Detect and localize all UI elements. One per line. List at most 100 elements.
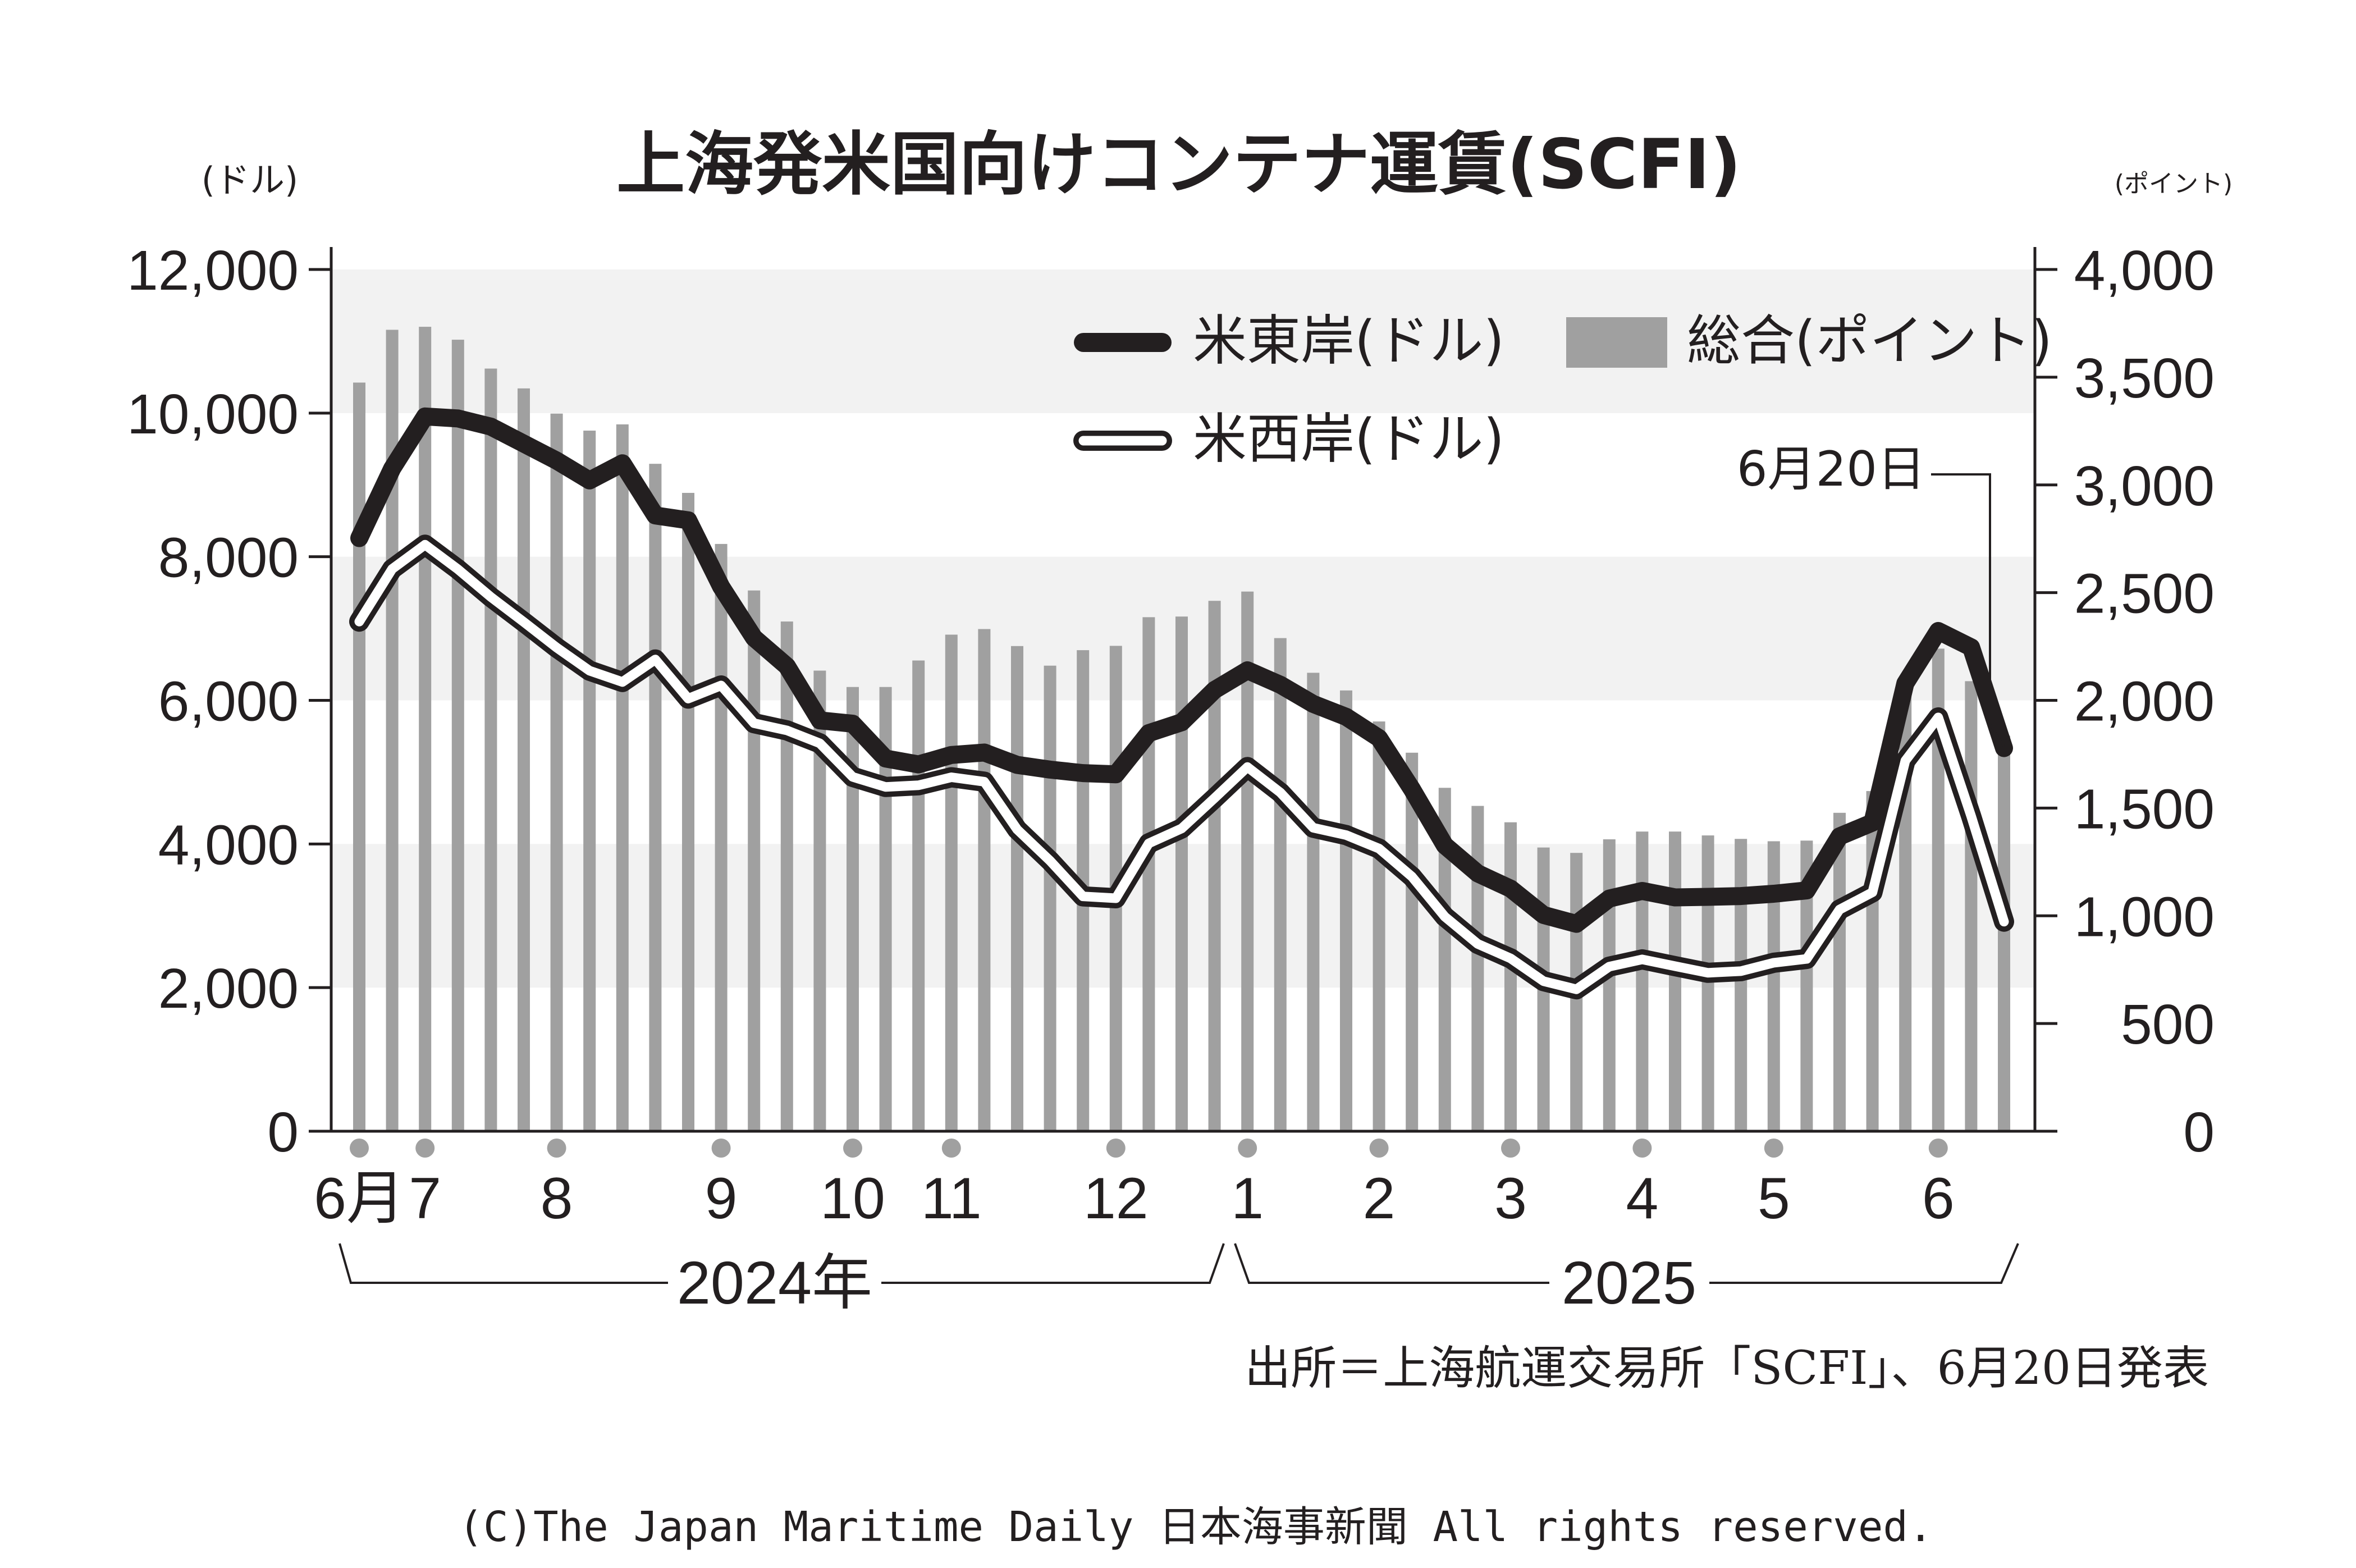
copyright-notice: (C)The Japan Maritime Daily 日本海事新聞 All r… — [458, 1503, 1933, 1551]
left-tick-label: 0 — [267, 1101, 299, 1164]
freight-rate-lines — [349, 407, 2014, 1000]
bar-composite-2 — [419, 327, 432, 1131]
source-note: 出所＝上海航運交易所「SCFI」、6月20日発表 — [1245, 1342, 2209, 1395]
bar-composite-39 — [1636, 831, 1649, 1131]
year-bracket-2025-right — [1709, 1243, 2019, 1284]
bar-composite-0 — [353, 382, 365, 1131]
bar-composite-15 — [847, 687, 859, 1131]
left-tick-label: 8,000 — [158, 527, 299, 589]
annotation-leader-line — [1931, 473, 2005, 748]
bar-composite-12 — [748, 590, 761, 1131]
line-west-coast — [354, 540, 2009, 994]
chart-text: 上海発米国向けコンテナ運賃(SCFI) (ドル) (ポイント) 出所＝上海航運交… — [202, 125, 2233, 1551]
bar-composite-11 — [715, 543, 728, 1132]
year-label-2024: 2024年 — [677, 1249, 872, 1316]
bar-composite-4 — [484, 368, 497, 1131]
left-tick-label: 4,000 — [158, 813, 299, 876]
bar-composite-19 — [978, 629, 991, 1131]
month-dot — [1369, 1139, 1389, 1158]
month-label: 9 — [705, 1166, 738, 1231]
month-label: 8 — [541, 1166, 573, 1231]
bar-composite-32 — [1406, 752, 1419, 1131]
bar-composite-10 — [682, 492, 694, 1131]
legend-composite-label: 総合(ポイント) — [1687, 309, 2052, 372]
left-axis-unit: (ドル) — [202, 159, 298, 200]
month-dot — [1764, 1139, 1783, 1158]
month-dot — [1106, 1139, 1126, 1158]
bar-composite-34 — [1471, 806, 1484, 1131]
bar-composite-48 — [1932, 648, 1945, 1131]
bar-composite-21 — [1044, 665, 1056, 1131]
left-tick-label: 10,000 — [127, 383, 299, 446]
bar-composite-7 — [583, 431, 596, 1132]
year-bracket-2025-left — [1234, 1243, 1549, 1284]
bar-composite-44 — [1800, 840, 1813, 1131]
right-tick-label: 500 — [2121, 993, 2215, 1056]
bar-composite-50 — [1998, 735, 2010, 1131]
bar-composite-17 — [912, 660, 925, 1131]
bar-composite-16 — [879, 687, 892, 1131]
bar-composite-35 — [1504, 822, 1517, 1131]
month-label: 12 — [1083, 1166, 1149, 1231]
bar-composite-30 — [1340, 690, 1352, 1131]
right-tick-label: 3,000 — [2074, 455, 2215, 518]
bar-composite-14 — [813, 670, 826, 1131]
legend-composite-swatch — [1566, 317, 1667, 368]
month-label: 5 — [1758, 1166, 1790, 1231]
bar-composite-45 — [1833, 812, 1846, 1131]
month-dot — [1238, 1139, 1257, 1158]
bar-composite-27 — [1241, 591, 1254, 1131]
left-tick-label: 2,000 — [158, 957, 299, 1020]
month-dot — [1501, 1139, 1520, 1158]
bar-composite-1 — [386, 330, 399, 1132]
legend: 米東岸(ドル) 米西岸(ドル) 総合(ポイント) — [1073, 309, 2052, 470]
bar-composite-3 — [451, 340, 464, 1131]
month-label: 7 — [409, 1166, 441, 1231]
chart-title: 上海発米国向けコンテナ運賃(SCFI) — [616, 125, 1741, 204]
month-dot — [415, 1139, 435, 1158]
bar-composite-31 — [1373, 721, 1385, 1131]
date-annotation: 6月20日 — [1737, 441, 1925, 497]
bar-composite-28 — [1274, 638, 1287, 1131]
bar-composite-20 — [1011, 646, 1023, 1131]
line-east-coast — [350, 407, 2013, 933]
month-label: 2 — [1363, 1166, 1396, 1231]
bar-composite-41 — [1701, 835, 1714, 1131]
year-bracket-2024-left — [338, 1243, 668, 1284]
left-tick-label: 6,000 — [158, 670, 299, 733]
bar-composite-38 — [1603, 839, 1616, 1131]
left-tick-label: 12,000 — [127, 239, 299, 302]
month-label: 6月 — [314, 1166, 405, 1231]
axes: 02,0004,0006,0008,00010,00012,00005001,0… — [127, 239, 2215, 1316]
bar-composite-24 — [1142, 617, 1155, 1131]
bar-composite-49 — [1965, 681, 1978, 1131]
bar-composite-25 — [1175, 616, 1188, 1131]
bar-composite-33 — [1438, 788, 1451, 1131]
month-dot — [843, 1139, 862, 1158]
bar-composite-5 — [518, 388, 530, 1131]
bar-composite-18 — [945, 634, 958, 1131]
bar-composite-8 — [616, 424, 629, 1131]
year-bracket-2024-right — [881, 1243, 1225, 1284]
background-band — [331, 269, 2035, 413]
month-label: 1 — [1231, 1166, 1264, 1231]
right-tick-label: 1,000 — [2074, 885, 2215, 948]
month-dot — [1632, 1139, 1652, 1158]
legend-east-label: 米東岸(ドル) — [1193, 309, 1504, 372]
bar-composite-9 — [649, 464, 662, 1131]
year-label-2025: 2025 — [1562, 1249, 1696, 1316]
month-label: 3 — [1494, 1166, 1527, 1231]
bar-composite-42 — [1735, 839, 1747, 1131]
month-dot — [1928, 1139, 1948, 1158]
bar-composite-6 — [550, 413, 563, 1131]
right-tick-label: 2,000 — [2074, 670, 2215, 733]
right-tick-label: 2,500 — [2074, 563, 2215, 625]
right-tick-label: 4,000 — [2074, 239, 2215, 302]
month-dot — [547, 1139, 566, 1158]
bar-composite-43 — [1767, 841, 1780, 1131]
right-tick-label: 0 — [2183, 1101, 2215, 1164]
month-label: 11 — [921, 1166, 982, 1231]
bar-composite-29 — [1307, 673, 1320, 1131]
right-axis-unit: (ポイント) — [2115, 170, 2233, 198]
